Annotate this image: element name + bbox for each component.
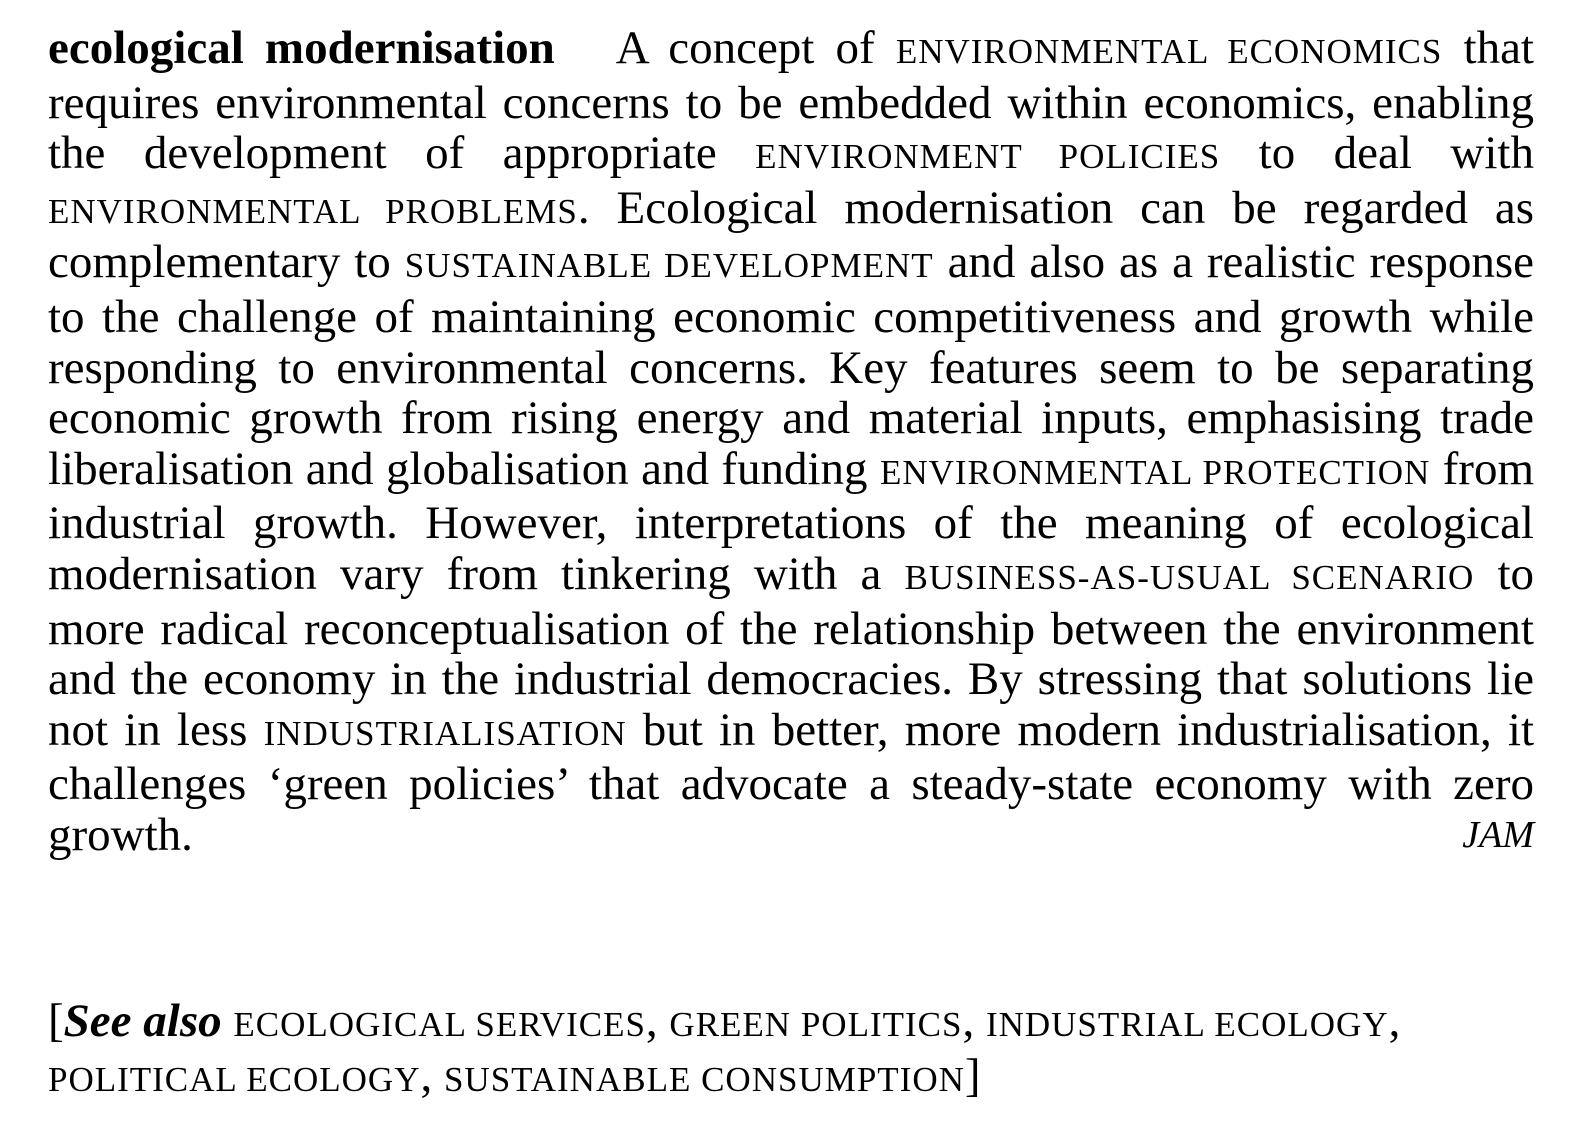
see-also-separator: , <box>420 1049 444 1102</box>
see-also-close-bracket: ] <box>964 1049 981 1102</box>
entry-text: but in better, more modern industrialisa… <box>48 703 1535 861</box>
entry-text: from industrial growth. However, interpr… <box>48 442 1535 600</box>
see-also-item[interactable]: POLITICAL ECOLOGY <box>48 1059 421 1099</box>
see-also-item[interactable]: ECOLOGICAL SERVICES <box>233 1005 646 1044</box>
entry-text: to more radical reconceptualisation of t… <box>48 547 1534 756</box>
cross-reference-term[interactable]: ENVIRONMENTAL PROBLEMS <box>48 191 578 231</box>
see-also: [See also ECOLOGICAL SERVICES, GREEN POL… <box>48 996 1534 1105</box>
cross-reference-term[interactable]: BUSINESS-AS-USUAL SCENARIO <box>904 557 1475 597</box>
see-also-item[interactable]: GREEN POLITICS <box>669 1005 963 1044</box>
entry-paragraph: ecological modernisation A concept of EN… <box>48 23 1534 861</box>
see-also-separator: , <box>962 995 986 1047</box>
entry-text: . Ecological modernisation can be regard… <box>48 181 1535 289</box>
see-also-list: ECOLOGICAL SERVICES, GREEN POLITICS, IND… <box>48 995 1400 1102</box>
cross-reference-term[interactable]: INDUSTRIALISATION <box>263 713 627 753</box>
cross-reference-term[interactable]: ENVIRONMENT POLICIES <box>755 137 1221 177</box>
see-also-separator: , <box>1388 995 1401 1047</box>
see-also-open-bracket: [ <box>48 995 64 1047</box>
entry-text: that requires environmental concerns to … <box>48 22 1534 180</box>
entry-body: A concept of ENVIRONMENTAL ECONOMICS tha… <box>48 22 1534 861</box>
cross-reference-term[interactable]: SUSTAINABLE DEVELOPMENT <box>404 246 934 286</box>
see-also-item[interactable]: INDUSTRIAL ECOLOGY <box>985 1005 1389 1044</box>
entry-text: and also as a realistic response to the … <box>48 236 1534 495</box>
see-also-item[interactable]: SUSTAINABLE CONSUMPTION <box>443 1059 965 1099</box>
author-initials: JAM <box>1462 813 1534 856</box>
see-also-separator: , <box>645 995 670 1047</box>
dictionary-entry: ecological modernisation A concept of EN… <box>48 23 1534 861</box>
headword: ecological modernisation <box>48 22 555 74</box>
see-also-label: See also <box>63 995 222 1047</box>
entry-text: to deal with <box>1220 127 1534 180</box>
cross-reference-term[interactable]: ENVIRONMENTAL PROTECTION <box>879 452 1431 492</box>
cross-reference-term[interactable]: ENVIRONMENTAL ECONOMICS <box>895 32 1443 71</box>
entry-text: A concept of <box>615 22 896 74</box>
